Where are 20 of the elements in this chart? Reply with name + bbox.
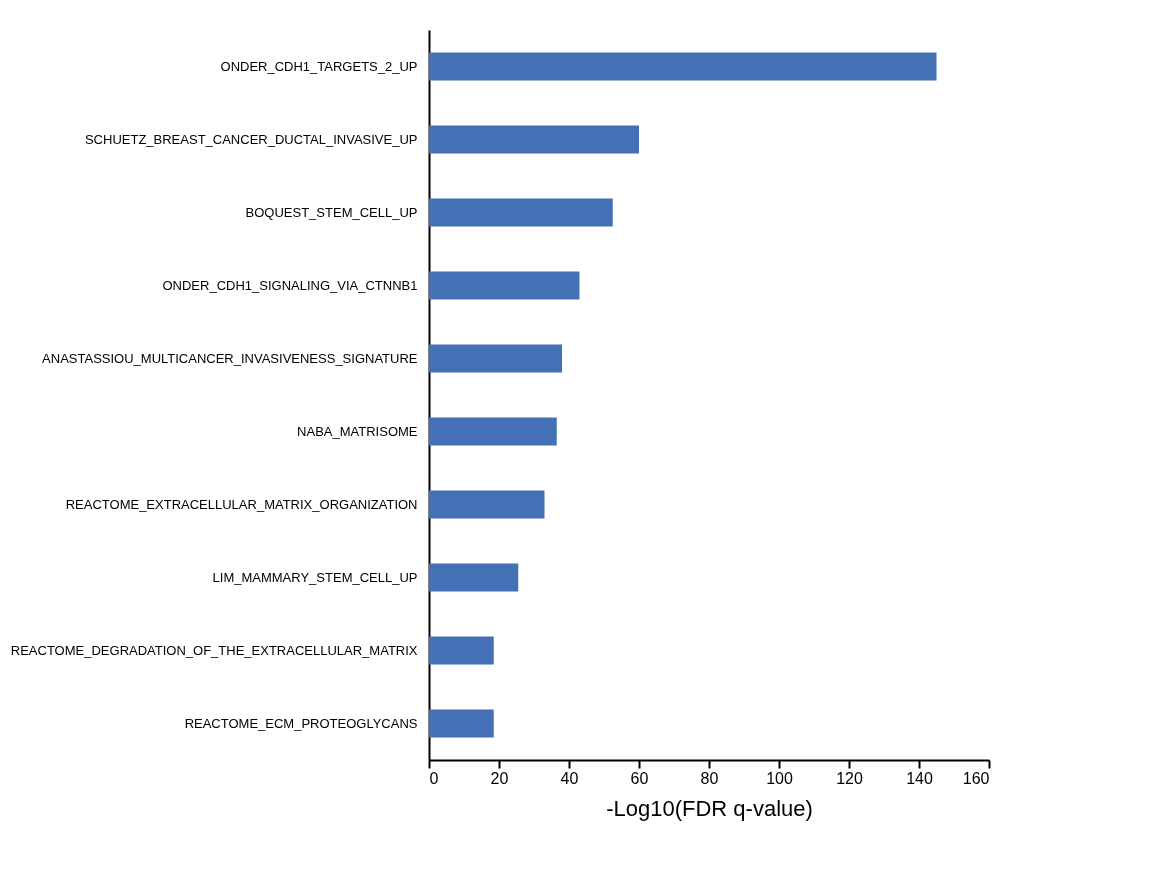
y-tick-label: LIM_MAMMARY_STEM_CELL_UP (212, 569, 418, 585)
y-tick-label: REACTOME_EXTRACELLULAR_MATRIX_ORGANIZATION (65, 496, 418, 512)
x-tick-label: 80 (700, 769, 719, 787)
x-tick-label: 0 (429, 769, 439, 787)
x-axis-title: -Log10(FDR q-value) (606, 795, 813, 821)
x-tick-label: 20 (490, 769, 509, 787)
y-tick-label: NABA_MATRISOME (297, 423, 418, 439)
x-tick-label: 60 (630, 769, 649, 787)
x-tick-label: 140 (906, 769, 933, 787)
x-tick-label: 40 (560, 769, 579, 787)
x-tick-label: 120 (836, 769, 863, 787)
y-tick-label: ONDER_CDH1_SIGNALING_VIA_CTNNB1 (162, 277, 418, 293)
x-tick-label: 100 (766, 769, 793, 787)
x-tick-label: 160 (962, 769, 990, 787)
y-tick-label: REACTOME_DEGRADATION_OF_THE_EXTRACELLULAR_MATRIX (10, 642, 418, 658)
y-tick-label: ONDER_CDH1_TARGETS_2_UP (220, 58, 418, 74)
y-tick-label: SCHUETZ_BREAST_CANCER_DUCTAL_INVASIVE_UP (84, 131, 418, 147)
y-tick-label: REACTOME_ECM_PROTEOGLYCANS (184, 715, 418, 731)
y-tick-label: BOQUEST_STEM_CELL_UP (245, 204, 418, 220)
y-tick-label: ANASTASSIOU_MULTICANCER_INVASIVENESS_SIGNATURE (42, 350, 418, 366)
